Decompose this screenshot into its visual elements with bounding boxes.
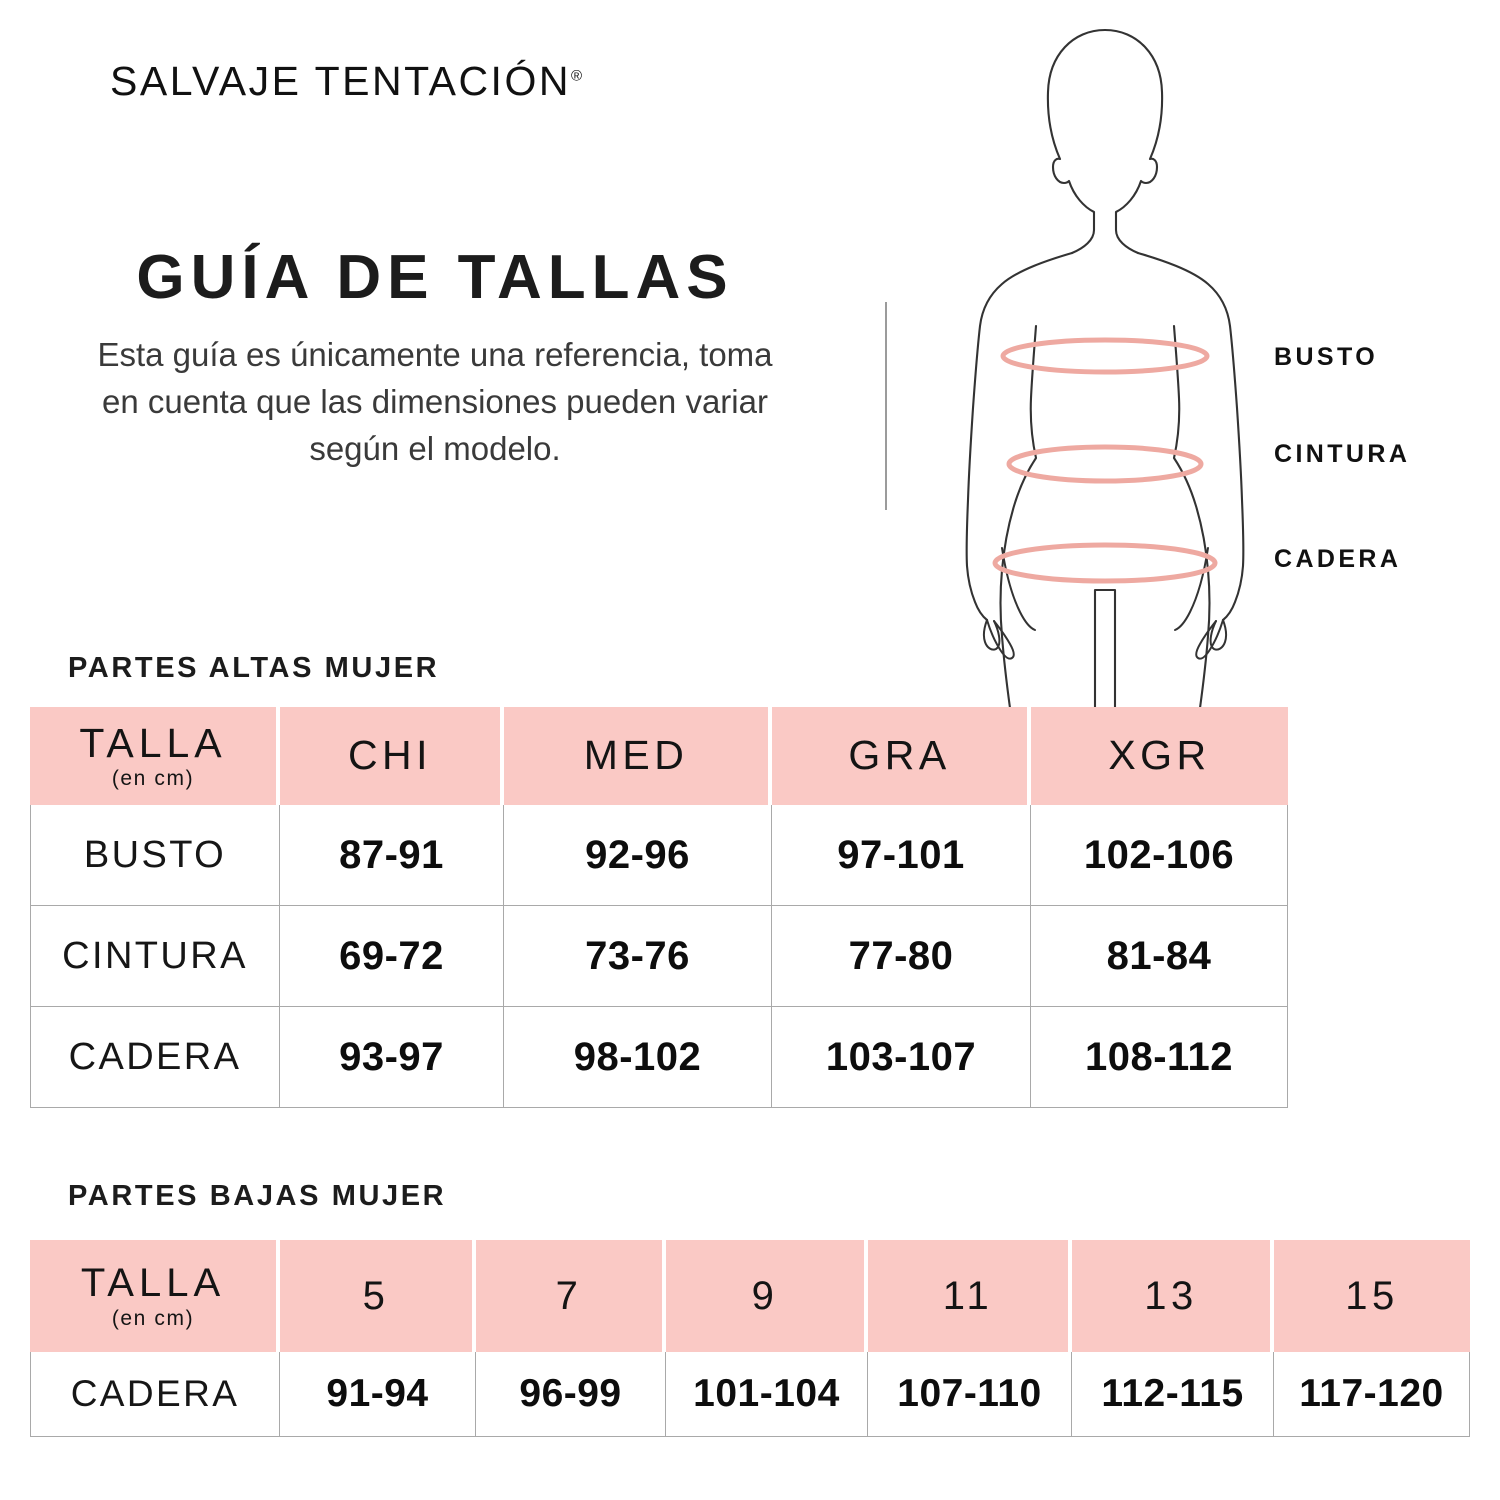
cadera-measure-band bbox=[992, 542, 1218, 584]
table-cell: 96-99 bbox=[476, 1352, 666, 1437]
talla-label: TALLA bbox=[79, 719, 227, 766]
figure-leg-gap bbox=[1093, 588, 1117, 714]
header-cell-talla: TALLA (en cm) bbox=[30, 707, 280, 805]
table-cell: 97-101 bbox=[772, 805, 1031, 906]
header-cell-size-13: 13 bbox=[1072, 1240, 1274, 1352]
table-row: BUSTO 87-91 92-96 97-101 102-106 bbox=[30, 805, 1288, 906]
table-cell: 101-104 bbox=[666, 1352, 868, 1437]
table-row: CADERA 91-94 96-99 101-104 107-110 112-1… bbox=[30, 1352, 1470, 1437]
table-cell: 73-76 bbox=[504, 906, 772, 1007]
table-cell: 87-91 bbox=[280, 805, 504, 906]
intro-block: GUÍA DE TALLAS Esta guía es únicamente u… bbox=[40, 245, 830, 473]
row-label-cadera: CADERA bbox=[30, 1007, 280, 1108]
row-label-cintura: CINTURA bbox=[30, 906, 280, 1007]
vertical-divider bbox=[885, 302, 887, 510]
busto-label: BUSTO bbox=[1274, 343, 1379, 371]
talla-label: TALLA bbox=[80, 1261, 226, 1306]
figure-head-outline bbox=[1103, 28, 1164, 255]
header-cell-chi: CHI bbox=[280, 707, 504, 805]
table-row: CINTURA 69-72 73-76 77-80 81-84 bbox=[30, 906, 1288, 1007]
table-cell: 93-97 bbox=[280, 1007, 504, 1108]
table-cell: 102-106 bbox=[1031, 805, 1288, 906]
intro-description: Esta guía es únicamente una referencia, … bbox=[97, 336, 773, 467]
header-cell-talla: TALLA (en cm) bbox=[30, 1240, 280, 1352]
table-row: CADERA 93-97 98-102 103-107 108-112 bbox=[30, 1007, 1288, 1108]
header-cell-size-11: 11 bbox=[868, 1240, 1072, 1352]
cadera-label: CADERA bbox=[1274, 545, 1402, 573]
header-cell-size-5: 5 bbox=[280, 1240, 476, 1352]
upper-table-caption: PARTES ALTAS MUJER bbox=[68, 652, 440, 684]
table-cell: 91-94 bbox=[280, 1352, 476, 1437]
table-cell: 107-110 bbox=[868, 1352, 1072, 1437]
table-cell: 103-107 bbox=[772, 1007, 1031, 1108]
header-cell-xgr: XGR bbox=[1031, 707, 1288, 805]
page-title: GUÍA DE TALLAS bbox=[136, 243, 734, 312]
table-cell: 77-80 bbox=[772, 906, 1031, 1007]
header-cell-med: MED bbox=[504, 707, 772, 805]
header-cell-gra: GRA bbox=[772, 707, 1031, 805]
header-cell-size-15: 15 bbox=[1274, 1240, 1470, 1352]
busto-measure-band bbox=[1000, 337, 1210, 375]
table-cell: 92-96 bbox=[504, 805, 772, 906]
header-cell-size-7: 7 bbox=[476, 1240, 666, 1352]
talla-unit: (en cm) bbox=[111, 1306, 195, 1330]
table-header-row: TALLA (en cm) 5 7 9 11 13 15 bbox=[30, 1240, 1470, 1352]
brand-name: SALVAJE TENTACIÓN bbox=[110, 58, 571, 104]
table-cell: 117-120 bbox=[1274, 1352, 1470, 1437]
table-cell: 69-72 bbox=[280, 906, 504, 1007]
figure-right-arm-outline bbox=[1136, 251, 1245, 622]
figure-torso-right-outline bbox=[1172, 324, 1211, 710]
table-cell: 98-102 bbox=[504, 1007, 772, 1108]
cintura-label: CINTURA bbox=[1274, 440, 1411, 468]
upper-size-table: TALLA (en cm) CHI MED GRA XGR BUSTO 87-9… bbox=[30, 707, 1288, 1108]
lower-size-table: TALLA (en cm) 5 7 9 11 13 15 CA bbox=[30, 1240, 1470, 1437]
figure-torso-left-outline bbox=[999, 324, 1038, 710]
table-cell: 81-84 bbox=[1031, 906, 1288, 1007]
table-cell: 112-115 bbox=[1072, 1352, 1274, 1437]
registered-trademark-icon: ® bbox=[570, 67, 583, 85]
header-cell-size-9: 9 bbox=[666, 1240, 868, 1352]
body-measurement-diagram bbox=[940, 8, 1270, 714]
row-label-cadera: CADERA bbox=[30, 1352, 280, 1437]
row-label-busto: BUSTO bbox=[30, 805, 280, 906]
brand-wordmark: SALVAJE TENTACIÓN® bbox=[110, 58, 582, 105]
cintura-measure-band bbox=[1006, 444, 1204, 484]
table-header-row: TALLA (en cm) CHI MED GRA XGR bbox=[30, 707, 1288, 805]
figure-left-arm-outline bbox=[965, 251, 1074, 622]
talla-unit: (en cm) bbox=[111, 767, 195, 791]
table-cell: 108-112 bbox=[1031, 1007, 1288, 1108]
lower-table-caption: PARTES BAJAS MUJER bbox=[68, 1180, 447, 1212]
